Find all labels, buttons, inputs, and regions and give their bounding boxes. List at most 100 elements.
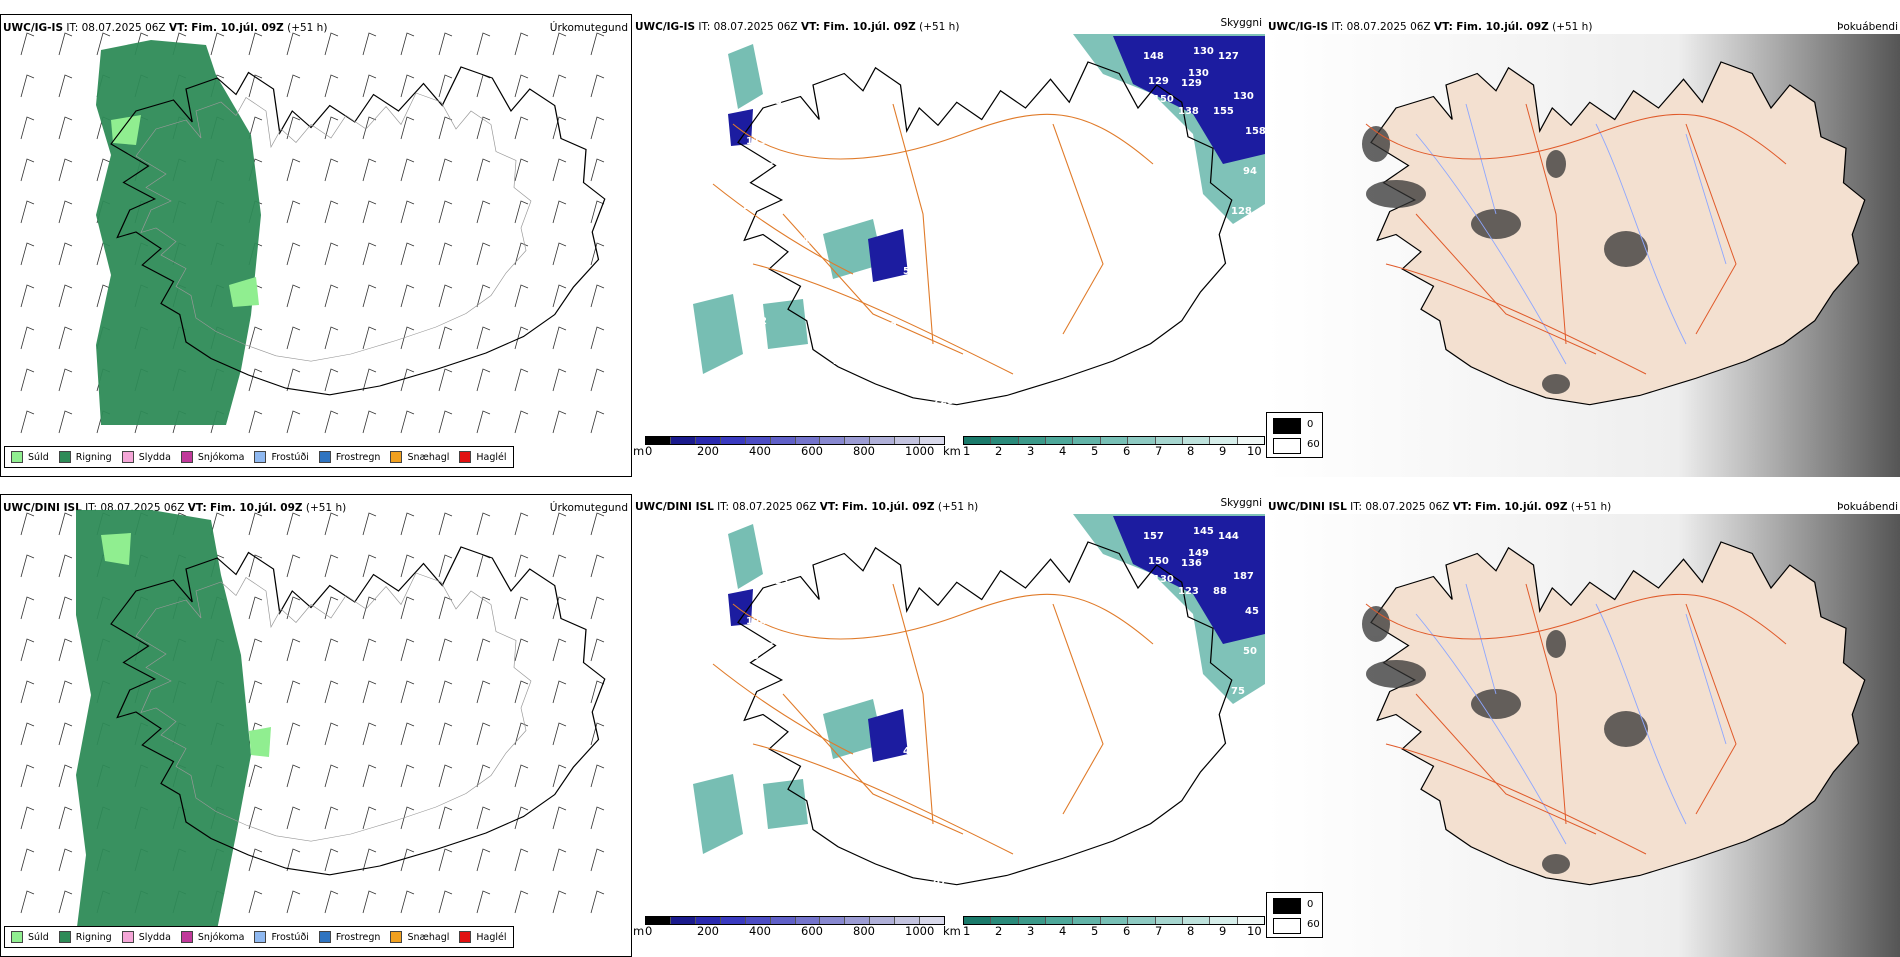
panel-header: UWC/IG-IS IT: 08.07.2025 06Z VT: Fim. 10… (1268, 21, 1896, 35)
visibility-value-label: 99 (768, 636, 782, 647)
wind-barb (552, 764, 567, 788)
legend-item: Súld (11, 931, 49, 943)
wind-barb (552, 326, 567, 350)
wind-barb (514, 284, 529, 308)
legend-item: Rigning (58, 931, 112, 943)
fog-index-map (1266, 514, 1900, 957)
wind-barb (590, 116, 605, 140)
visibility-value-label: 168 (833, 306, 854, 317)
iceland-outline (110, 546, 606, 876)
visibility-value-label: 52 (753, 316, 767, 327)
ceiling-tick: 800 (853, 444, 875, 458)
legend-label: Frostregn (335, 931, 381, 943)
wind-barb (286, 512, 301, 536)
wind-barb (400, 158, 415, 182)
legend-item: Snæhagl (390, 931, 449, 943)
wind-barb (362, 368, 377, 392)
wind-barb (96, 32, 111, 56)
iceland-outline (135, 572, 532, 842)
visibility-colorbar-segment (1100, 917, 1129, 924)
panel-parameter: Þokuábendi (1837, 501, 1898, 513)
wind-barb (438, 890, 453, 914)
road (892, 103, 934, 345)
visibility-colorbar-segment (1128, 917, 1156, 924)
valid-time-label: VT: (800, 21, 820, 33)
precip-map (20, 32, 606, 434)
issue-time-label: IT: (1350, 501, 1363, 513)
road (1365, 593, 1787, 645)
legend-label: Snæhagl (407, 451, 450, 463)
panel-parameter: Skyggni (1220, 17, 1263, 29)
wind-barb (590, 722, 605, 746)
wind-barb (476, 512, 491, 536)
visibility-value-label: 129 (1148, 76, 1169, 87)
legend-label: Súld (28, 931, 49, 943)
ceiling-colorbar-bar (645, 916, 945, 925)
wind-barb (514, 512, 529, 536)
wind-barb (58, 158, 73, 182)
wind-barb (476, 554, 491, 578)
fog-index-low-area (1546, 150, 1566, 178)
wind-barb (438, 326, 453, 350)
wind-barb (324, 554, 339, 578)
wind-barb (552, 284, 567, 308)
visibility-tick: 3 (1027, 444, 1035, 458)
visibility-value-label: 75 (1231, 686, 1245, 697)
ceiling-colorbar-segment (770, 437, 796, 444)
wind-barb (248, 368, 263, 392)
rain-area (96, 40, 261, 425)
wind-barb (362, 242, 377, 266)
legend-swatch (459, 931, 472, 943)
legend-swatch (58, 451, 71, 463)
wind-barb (514, 326, 529, 350)
model-name: UWC/IG-IS (3, 22, 64, 34)
visibility-colorbar-unit: km (943, 924, 961, 938)
wind-barb (248, 848, 263, 872)
wind-barb (324, 200, 339, 224)
fog-legend-swatch (1273, 898, 1301, 914)
wind-barb (590, 806, 605, 830)
wind-barb (362, 554, 377, 578)
wind-barb (400, 368, 415, 392)
visibility-colorbar-segment (1210, 437, 1238, 444)
wind-barb (590, 200, 605, 224)
wind-barb (514, 32, 529, 56)
issue-time-value: 08.07.2025 06Z (81, 22, 166, 34)
ceiling-colorbar-segment (895, 437, 921, 444)
ceiling-colorbar-unit: m (633, 444, 645, 458)
wind-barb (552, 848, 567, 872)
visibility-colorbar: km 1 2 3 4 5 6 7 8 9 10 (943, 436, 1265, 460)
wind-barb (286, 326, 301, 350)
valid-time-value: Fim. 10.júl. 09Z (191, 22, 284, 34)
wind-barb (552, 680, 567, 704)
fog-legend-label: 0 (1307, 419, 1314, 430)
legend-item: Slydda (121, 451, 171, 463)
wind-barb (20, 554, 35, 578)
issue-time-label: IT: (717, 501, 730, 513)
wind-barb (362, 32, 377, 56)
visibility-tick: 6 (1123, 444, 1131, 458)
wind-barb (286, 764, 301, 788)
wind-barb (438, 200, 453, 224)
legend-item: Súld (11, 451, 49, 463)
road (1385, 263, 1647, 375)
visibility-colorbar-segment (1182, 437, 1211, 444)
legend-item: Haglél (459, 931, 507, 943)
wind-barb (476, 596, 491, 620)
ceiling-tick: 1000 (905, 924, 935, 938)
wind-barb (362, 806, 377, 830)
wind-barb (58, 680, 73, 704)
wind-barb (476, 284, 491, 308)
wind-barb (286, 680, 301, 704)
legend-swatch (390, 931, 403, 943)
wind-barb (514, 596, 529, 620)
visibility-value-label: 33 (1151, 601, 1165, 612)
wind-barb (552, 512, 567, 536)
visibility-tick: 9 (1219, 444, 1227, 458)
visibility-value-label: 159 (1151, 121, 1172, 132)
river (1685, 133, 1727, 265)
ceiling-colorbar-segment (646, 437, 671, 444)
wind-barb (476, 848, 491, 872)
wind-barb (248, 32, 263, 56)
wind-barb (58, 638, 73, 662)
